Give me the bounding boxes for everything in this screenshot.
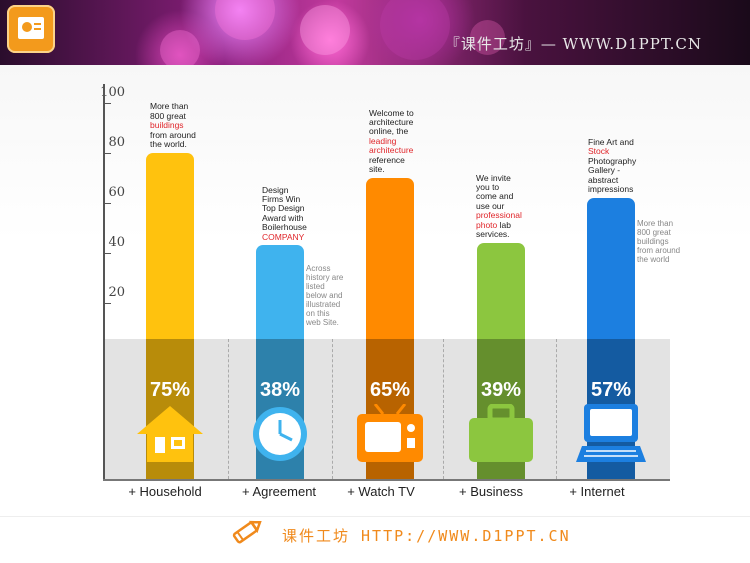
annotation-text: Welcome to architecture online, the (369, 107, 414, 137)
presentation-logo-icon (7, 5, 55, 53)
annotation-highlight: leading architecture (369, 135, 414, 156)
footer-text: 课件工坊 HTTP://WWW.D1PPT.CN (282, 527, 571, 545)
category-label: + Business (459, 484, 523, 499)
category-label: + Internet (569, 484, 625, 499)
category-label: + Household (128, 484, 202, 499)
value-label: 57% (590, 379, 632, 401)
annotation-text: Design Firms Win Top Design Award with B… (262, 184, 307, 233)
y-tick-text: 80 (108, 135, 125, 150)
category-separator (443, 339, 444, 479)
y-tick-text: 20 (108, 285, 125, 300)
computer-icon (576, 404, 646, 462)
category-label: + Agreement (241, 484, 317, 499)
side-note-1: Across history are listed below and illu… (306, 264, 344, 327)
house-icon (137, 406, 203, 462)
y-tick-mark (105, 303, 111, 304)
value-label: 65% (369, 379, 411, 401)
y-tick-text: 40 (108, 235, 125, 250)
category-separator (228, 339, 229, 479)
annotation-1: More than 800 great buildings from aroun… (150, 102, 198, 149)
annotation-3: Welcome to architecture online, the lead… (369, 107, 419, 175)
annotation-2: Design Firms Win Top Design Award with B… (262, 184, 310, 242)
value-label: 39% (480, 379, 522, 401)
annotation-text: lab services. (476, 219, 511, 240)
value-label: 75% (149, 379, 191, 401)
tv-icon (357, 404, 423, 462)
annotation-4: We invite you to come and use our profes… (476, 172, 522, 240)
annotation-highlight: professional photo (476, 210, 522, 230)
y-tick-text: 100 (100, 85, 125, 100)
briefcase-icon (469, 404, 533, 462)
pencil-icon (232, 520, 262, 544)
y-tick-text: 60 (108, 185, 125, 200)
annotation-text: Photography Gallery - abstract impressio… (588, 155, 637, 195)
x-axis (103, 479, 670, 481)
header-banner: 『课件工坊』— WWW.D1PPT.CN (0, 0, 750, 65)
footer (0, 505, 750, 563)
y-tick-mark (105, 203, 111, 204)
category-separator (556, 339, 557, 479)
annotation-text: reference site. (369, 154, 405, 175)
y-axis (103, 84, 105, 480)
y-tick-mark (105, 153, 111, 154)
header-title: 『课件工坊』— WWW.D1PPT.CN (444, 35, 702, 53)
y-tick-mark (105, 253, 111, 254)
category-label: + Watch TV (347, 484, 415, 499)
category-separator (332, 339, 333, 479)
annotation-highlight: COMPANY (262, 231, 305, 242)
annotation-highlight: buildings (150, 120, 184, 131)
clock-icon (253, 407, 307, 461)
annotation-highlight: Stock (588, 146, 610, 157)
side-note-2: More than 800 great buildings from aroun… (637, 219, 681, 264)
annotation-5: Fine Art and Stock Photography Gallery -… (588, 137, 637, 195)
annotation-text: More than 800 great (150, 101, 189, 121)
annotation-text: We invite you to come and use our (476, 172, 514, 211)
annotation-text: from around the world. (150, 129, 196, 150)
value-label: 38% (259, 379, 301, 401)
y-tick-mark (105, 103, 111, 104)
footer-divider (0, 516, 750, 517)
annotation-text: Fine Art and (588, 137, 634, 148)
